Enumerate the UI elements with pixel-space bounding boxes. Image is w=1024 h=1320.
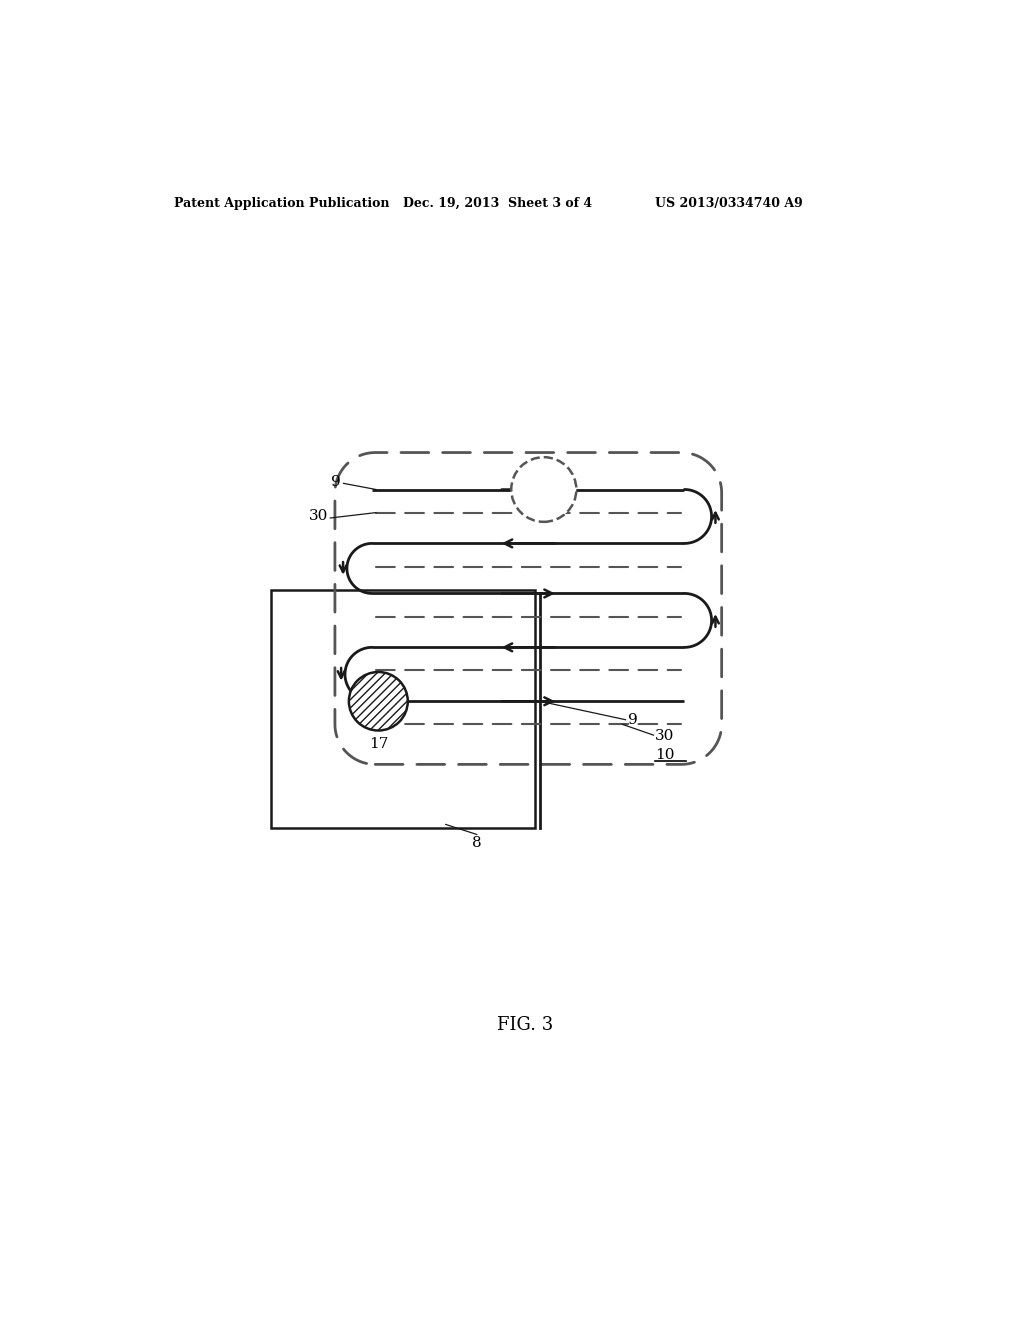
- Text: 17: 17: [369, 737, 388, 751]
- Text: 9: 9: [332, 475, 341, 488]
- Circle shape: [511, 457, 577, 521]
- Text: 8: 8: [472, 836, 481, 850]
- Text: 30: 30: [655, 729, 675, 743]
- Text: 10: 10: [655, 748, 675, 762]
- Text: 9: 9: [628, 714, 638, 727]
- Text: Dec. 19, 2013  Sheet 3 of 4: Dec. 19, 2013 Sheet 3 of 4: [403, 197, 592, 210]
- Text: US 2013/0334740 A9: US 2013/0334740 A9: [655, 197, 803, 210]
- Circle shape: [349, 672, 408, 730]
- Text: Patent Application Publication: Patent Application Publication: [174, 197, 390, 210]
- Bar: [271, 590, 535, 829]
- Text: 30: 30: [308, 510, 328, 524]
- Text: FIG. 3: FIG. 3: [497, 1015, 553, 1034]
